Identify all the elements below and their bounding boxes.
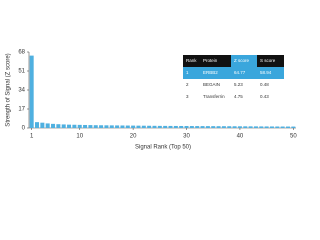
bar [269, 126, 274, 128]
bar [285, 126, 290, 128]
bar [211, 126, 216, 128]
bar [83, 124, 88, 128]
bar [115, 125, 120, 128]
y-tick-label: 0 [22, 126, 26, 132]
bar [291, 126, 296, 128]
table-cell: 1 [186, 70, 189, 75]
table-cell: 2 [186, 82, 189, 87]
bar [120, 125, 125, 128]
bar [72, 124, 77, 128]
bar [109, 125, 114, 128]
inset-table: Rank Protein Z score S score 1 ERBB2 64.77 58.9… [183, 55, 284, 99]
y-tick-label: 51 [18, 69, 25, 75]
table-cell: 58.94 [260, 70, 272, 75]
table-header-cell: Protein [203, 58, 218, 63]
bar [280, 126, 285, 128]
bar [179, 125, 184, 128]
bar [243, 126, 248, 128]
bar [173, 125, 178, 128]
bar [232, 126, 237, 128]
table-cell: BEGAIN [203, 82, 220, 87]
x-tick-label: 30 [183, 134, 190, 140]
table-cell: 4.75 [234, 94, 243, 99]
bar [35, 122, 40, 128]
bar [275, 126, 280, 128]
x-tick-label: 20 [130, 134, 137, 140]
bar [77, 124, 82, 128]
bar [264, 126, 269, 128]
bar [221, 126, 226, 128]
bar [99, 125, 104, 128]
bar [104, 125, 109, 128]
bar [248, 126, 253, 128]
bar [253, 126, 258, 128]
bar [93, 125, 98, 128]
bar [51, 123, 56, 128]
bar [125, 125, 130, 128]
bar [200, 126, 205, 128]
chart: Strength of Signal (Z score) Signal Rank… [6, 50, 298, 151]
x-axis-label: Signal Rank (Top 50) [135, 145, 191, 151]
x-tick-label: 50 [290, 134, 297, 140]
table-header-cell: S score [260, 58, 276, 63]
bar [136, 125, 141, 128]
table-cell: 3 [186, 94, 189, 99]
bar [67, 124, 72, 128]
table-cell: 0.48 [260, 82, 269, 87]
bar [189, 126, 194, 128]
x-tick-label: 40 [237, 134, 244, 140]
bar [56, 124, 61, 128]
bar [152, 125, 157, 128]
bar [205, 126, 210, 128]
bar [40, 122, 45, 128]
y-axis-label: Strength of Signal (Z score) [6, 53, 12, 126]
bar [163, 125, 168, 128]
table-cell: 64.77 [234, 70, 246, 75]
bar [141, 125, 146, 128]
bar [216, 126, 221, 128]
x-tick-label: 10 [76, 134, 83, 140]
bar [61, 124, 66, 128]
table-row-highlight [183, 67, 284, 79]
table-cell: ERBB2 [203, 70, 218, 75]
y-tick-label: 34 [18, 88, 25, 94]
bar [184, 126, 189, 128]
table-cell: Transferrin [203, 94, 225, 99]
bar [147, 125, 152, 128]
bar [259, 126, 264, 128]
x-tick-label: 1 [30, 134, 34, 140]
y-tick-label: 68 [18, 50, 25, 56]
table-header-cell: Z score [234, 58, 250, 63]
table-cell: 0.43 [260, 94, 269, 99]
table-cell: 5.23 [234, 82, 243, 87]
y-tick-label: 17 [18, 107, 25, 113]
bar [227, 126, 232, 128]
bar [237, 126, 242, 128]
table-header-highlight [231, 55, 257, 67]
bar [29, 55, 34, 128]
bar [195, 126, 200, 128]
bar [157, 125, 162, 128]
bar [88, 125, 93, 128]
bar [168, 125, 173, 128]
bar [45, 123, 50, 128]
bar [131, 125, 136, 128]
table-header-cell: Rank [186, 58, 197, 63]
